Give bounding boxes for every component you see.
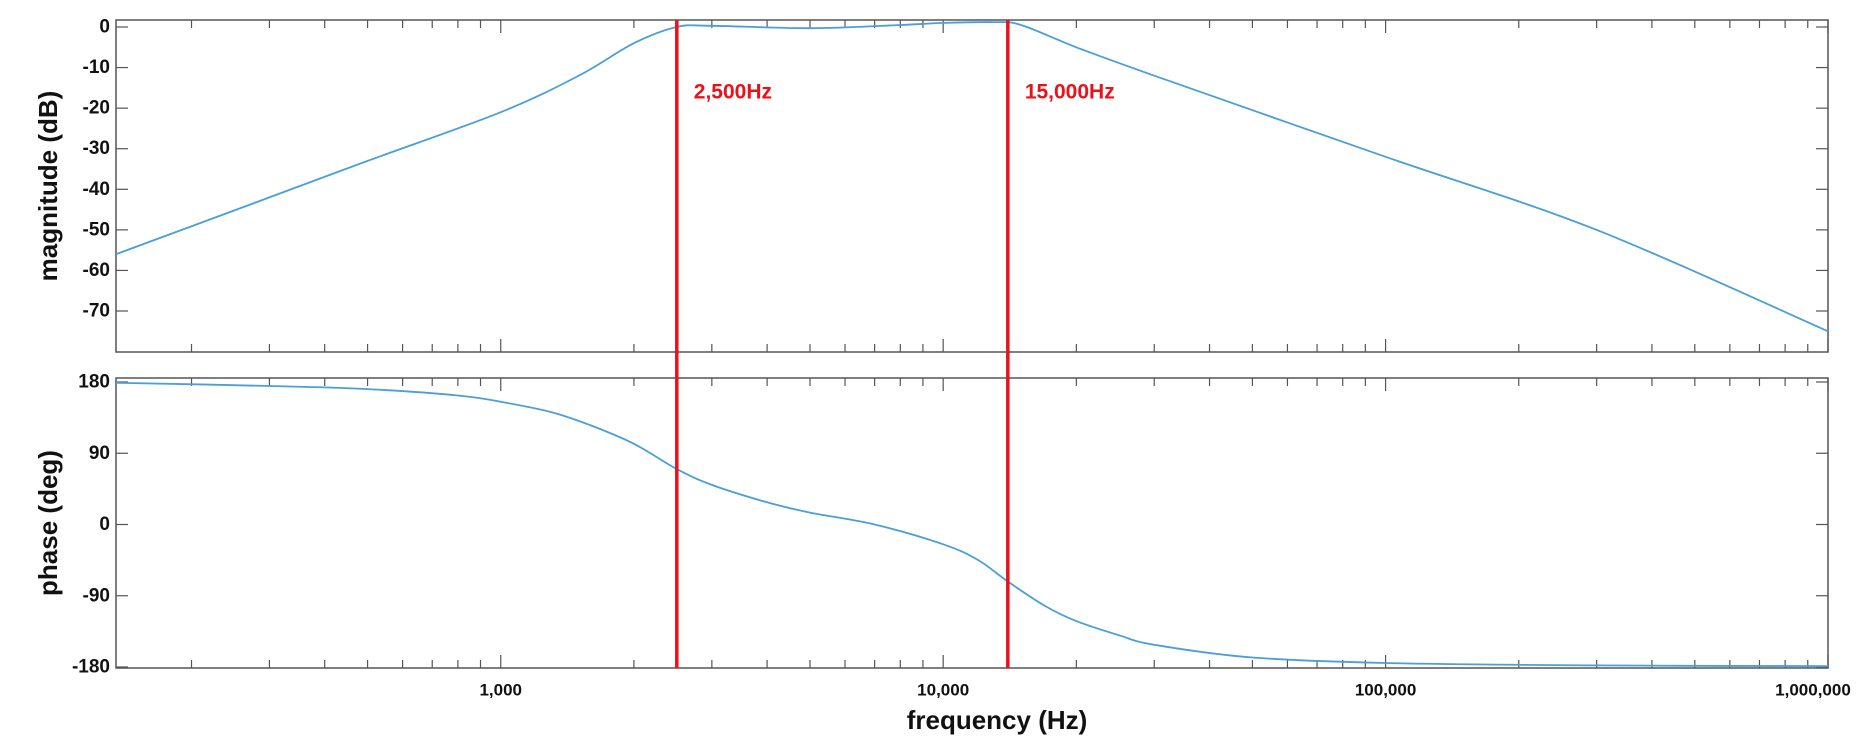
x-tick-label: 1,000,000: [1775, 681, 1851, 700]
x-tick-label: 1,000: [479, 681, 522, 700]
magnitude-y-tick-label: -70: [83, 301, 110, 322]
phase-y-tick-label: 180: [78, 372, 110, 393]
frequency-markers: 2,500Hz 15,000Hz: [675, 20, 1115, 668]
phase-y-tick-label: -90: [83, 585, 110, 606]
x-tick-label: 10,000: [917, 681, 969, 700]
phase-y-tick-label: -180: [72, 657, 110, 678]
phase-panel: 180 90 0 -90 -180 phase (deg): [33, 372, 1829, 678]
magnitude-y-tick-label: -50: [83, 219, 110, 240]
magnitude-y-tick-label: -10: [83, 57, 110, 78]
frequency-marker-label: 2,500Hz: [694, 81, 772, 104]
magnitude-y-tick-label: -40: [83, 179, 110, 200]
magnitude-y-tick-label: 0: [99, 17, 110, 38]
phase-plot-frame: [115, 377, 1829, 669]
phase-series-line: [115, 381, 1829, 668]
x-axis: 1,000 10,000 100,000 1,000,000 frequency (Hz…: [479, 681, 1850, 736]
magnitude-y-tick-label: -60: [83, 260, 110, 281]
frequency-marker-label: 15,000Hz: [1025, 81, 1115, 104]
magnitude-series-line: [115, 21, 1829, 333]
phase-y-tick-label: 90: [89, 443, 110, 464]
phase-y-tick-label: 0: [99, 514, 110, 535]
x-axis-title: frequency (Hz): [907, 705, 1088, 735]
magnitude-panel: 0 -10 -20 -30 -40 -50 -60 -70 magnitude (dB): [33, 17, 1829, 353]
magnitude-y-tick-label: -30: [83, 138, 110, 159]
magnitude-y-tick-label: -20: [83, 98, 110, 119]
magnitude-plot-frame: [115, 19, 1829, 353]
phase-axis-title: phase (deg): [33, 450, 63, 596]
x-tick-label: 100,000: [1355, 681, 1416, 700]
magnitude-axis-title: magnitude (dB): [33, 91, 63, 282]
